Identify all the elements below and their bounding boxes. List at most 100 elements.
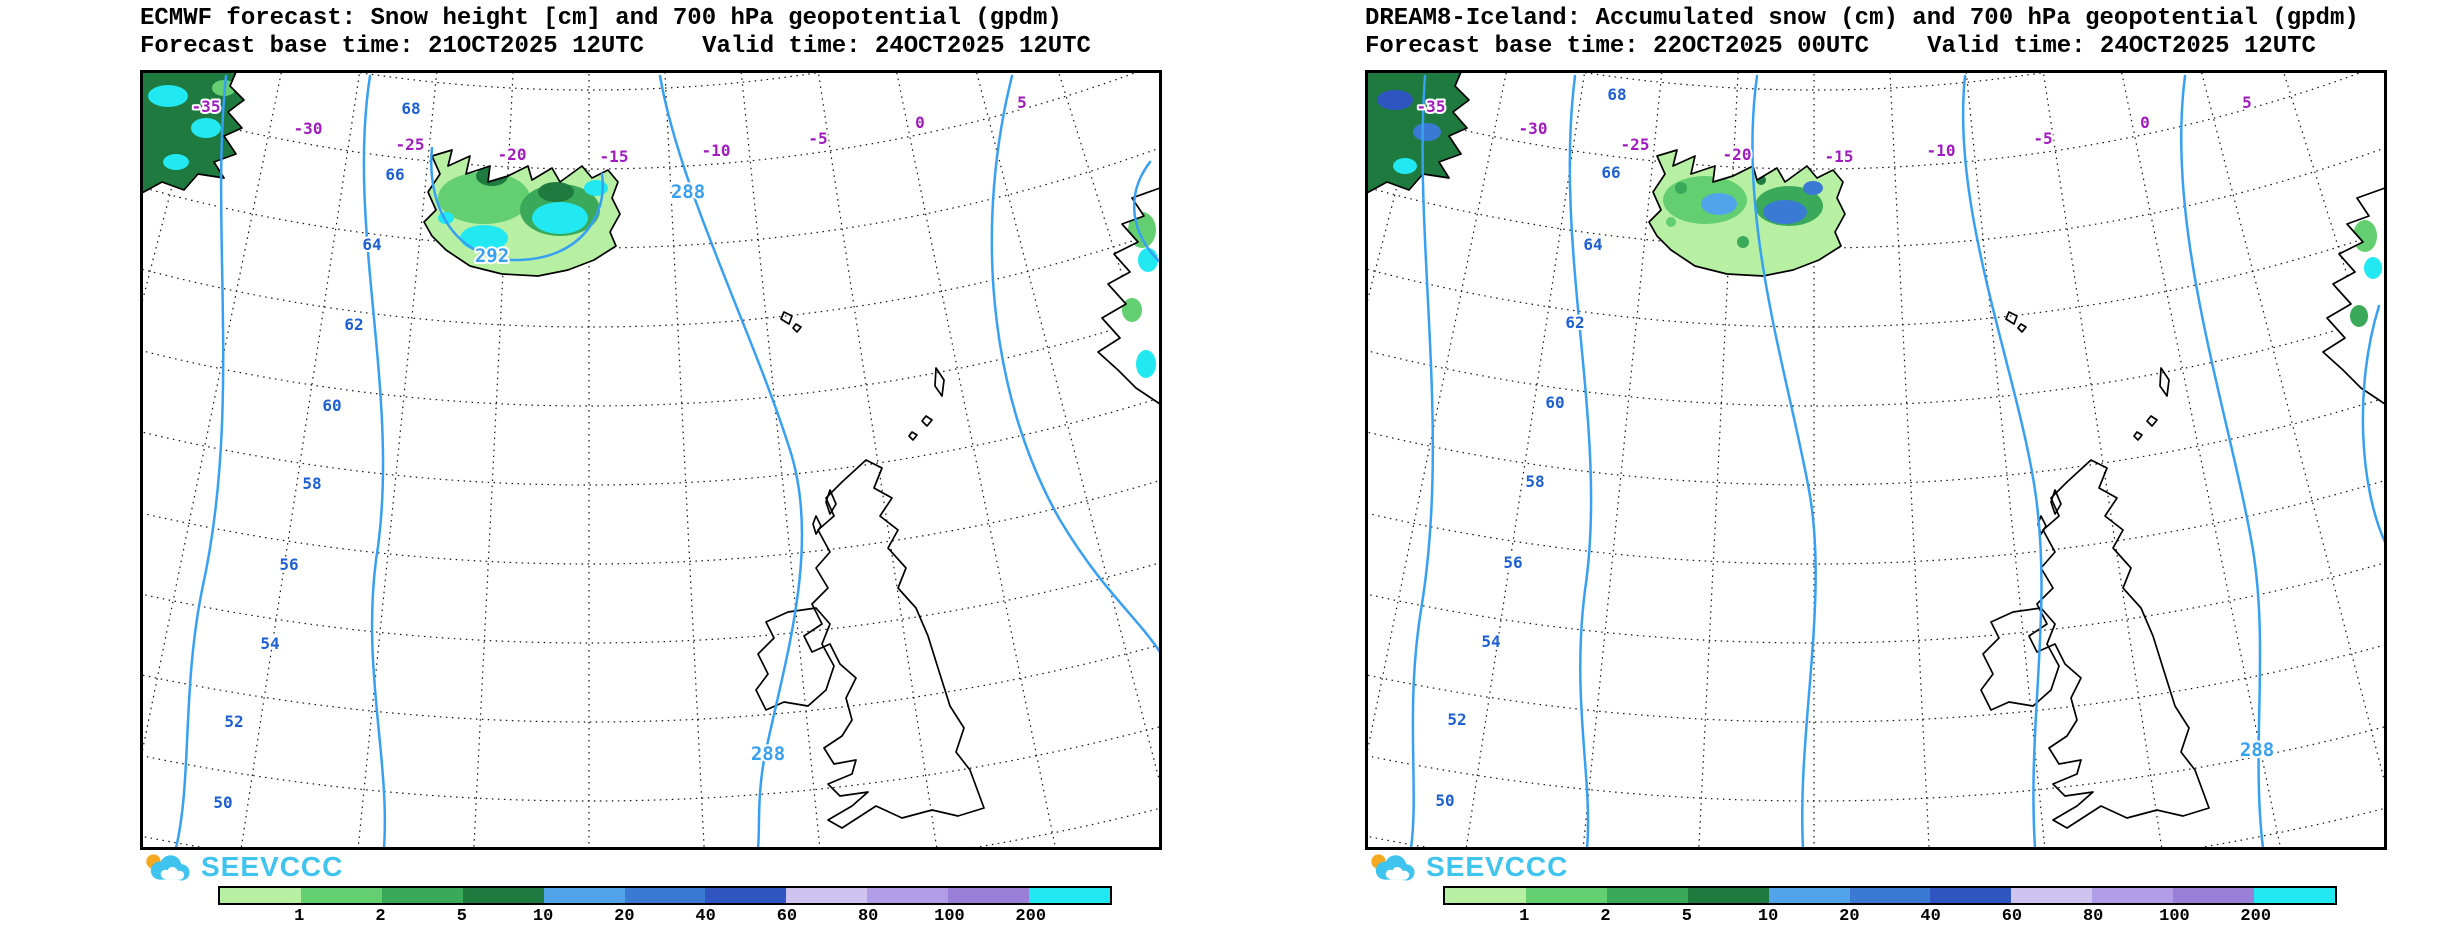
legend-tick-row: 1 2 5 10 20 40 60 80 100 200	[1443, 905, 2337, 926]
panel-title: DREAM8-Iceland: Accumulated snow (cm) an…	[1365, 5, 2359, 32]
forecast-base-time: Forecast base time: 22OCT2025 00UTC	[1365, 33, 1870, 60]
legend-tick-label: 1	[1519, 907, 1530, 926]
longitude-label: -5	[808, 129, 827, 148]
panel-ecmwf: ECMWF forecast: Snow height [cm] and 700…	[0, 0, 1224, 926]
legend-color-segment	[300, 888, 382, 903]
legend-color-segment	[1445, 888, 1526, 903]
valid-time: Valid time: 24OCT2025 12UTC	[1927, 33, 2316, 60]
latitude-label: 50	[213, 793, 232, 812]
latitude-label: 60	[1545, 393, 1564, 412]
legend-tick-label: 60	[2001, 907, 2023, 926]
legend-colorbar	[1443, 886, 2337, 905]
legend-tick-label: 60	[776, 907, 798, 926]
longitude-label: -20	[1723, 145, 1752, 164]
legend-tick-label: 200	[2240, 907, 2272, 926]
contour-label: 288	[671, 181, 705, 203]
legend-tick-label: 10	[532, 907, 554, 926]
latitude-label: 54	[260, 634, 279, 653]
legend-color-segment	[1687, 888, 1769, 903]
longitude-label: -35	[1417, 97, 1446, 116]
legend-tick-label: 40	[1920, 907, 1941, 926]
longitude-label: -10	[1927, 141, 1956, 160]
latitude-label: 58	[302, 474, 321, 493]
longitude-label: -20	[498, 145, 527, 164]
forecast-base-time: Forecast base time: 21OCT2025 12UTC	[140, 33, 645, 60]
latitude-label: 54	[1481, 632, 1500, 651]
legend-tick-label: 2	[375, 907, 386, 926]
longitude-label: -15	[1825, 147, 1854, 166]
latitude-label: 58	[1525, 472, 1544, 491]
longitude-label: -30	[1519, 119, 1548, 138]
contour-label: 288	[751, 743, 785, 765]
forecast-times-line: Forecast base time: 22OCT2025 00UTC Valid…	[1365, 33, 2316, 60]
legend-tick-label: 1	[294, 907, 305, 926]
legend-tick-label: 200	[1015, 907, 1047, 926]
longitude-label: -35	[192, 97, 221, 116]
latitude-label: 52	[224, 712, 243, 731]
longitude-label: -10	[702, 141, 731, 160]
latitude-label: 68	[401, 99, 420, 118]
panel-title: ECMWF forecast: Snow height [cm] and 700…	[140, 5, 1062, 32]
latitude-label: 66	[1601, 163, 1620, 182]
legend-color-segment	[624, 888, 706, 903]
legend-color-segment	[1768, 888, 1850, 903]
panel-dream8: DREAM8-Iceland: Accumulated snow (cm) an…	[1225, 0, 2449, 926]
latitude-label: 52	[1447, 710, 1466, 729]
legend-tick-label: 2	[1600, 907, 1611, 926]
legend-color-segment	[2173, 888, 2255, 903]
legend-color-segment	[1930, 888, 2012, 903]
map-border	[1365, 70, 2387, 850]
legend-color-segment	[2092, 888, 2174, 903]
longitude-label: 5	[1017, 93, 1027, 112]
latitude-label: 64	[1583, 235, 1602, 254]
latitude-label: 62	[344, 315, 363, 334]
seevccc-cloud-icon	[1371, 854, 1415, 881]
legend-color-segment	[705, 888, 787, 903]
legend-color-segment	[1849, 888, 1931, 903]
legend-color-segment	[462, 888, 544, 903]
latitude-label: 56	[1503, 553, 1522, 572]
geopotential-contours	[1409, 74, 2387, 850]
longitude-label: -25	[1621, 135, 1650, 154]
snow-shading-dream8	[1365, 72, 2385, 404]
longitude-label: 5	[2242, 93, 2252, 112]
legend-tick-label: 5	[456, 907, 467, 926]
legend-colorbar	[218, 886, 1112, 905]
legend-tick-label: 100	[2159, 907, 2190, 926]
longitude-label: -30	[294, 119, 323, 138]
legend-tick-label: 10	[1757, 907, 1779, 926]
latitude-label: 68	[1607, 85, 1626, 104]
latitude-label: 66	[385, 165, 404, 184]
longitude-label: 0	[2140, 113, 2150, 132]
contour-label: 292	[475, 245, 509, 267]
map-border	[140, 70, 1162, 850]
coastlines	[140, 72, 1160, 828]
longitude-label: -25	[396, 135, 425, 154]
legend-color-segment	[786, 888, 868, 903]
legend-color-segment	[543, 888, 625, 903]
longitude-label: 0	[915, 113, 925, 132]
snow-legend: 1 2 5 10 20 40 60 80 100 200	[218, 886, 1112, 926]
latitude-label: 50	[1435, 791, 1454, 810]
seevccc-logo-text: SEEVCCC	[1426, 851, 1569, 882]
legend-color-segment	[867, 888, 949, 903]
legend-color-segment	[1606, 888, 1688, 903]
legend-tick-label: 80	[2082, 907, 2104, 926]
legend-color-segment	[1029, 888, 1110, 903]
legend-color-segment	[2011, 888, 2093, 903]
latitude-label: 62	[1565, 313, 1584, 332]
legend-color-segment	[1525, 888, 1607, 903]
graticule	[140, 70, 1162, 850]
seevccc-logo-text: SEEVCCC	[201, 851, 344, 882]
snow-legend: 1 2 5 10 20 40 60 80 100 200	[1443, 886, 2337, 926]
geopotential-contours	[174, 74, 1162, 850]
legend-tick-label: 40	[695, 907, 716, 926]
latitude-label: 56	[279, 555, 298, 574]
legend-tick-label: 20	[614, 907, 635, 926]
legend-tick-row: 1 2 5 10 20 40 60 80 100 200	[218, 905, 1112, 926]
seevccc-cloud-icon	[146, 854, 190, 881]
